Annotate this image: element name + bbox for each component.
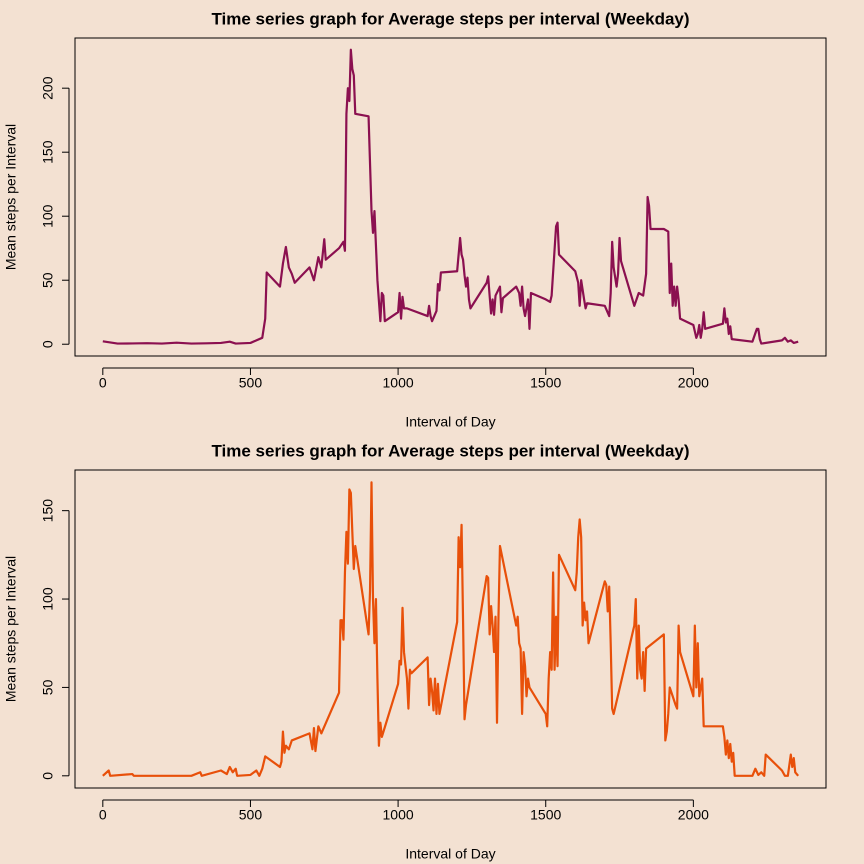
x-tick-label: 2000 [678,375,709,391]
x-axis-label: Interval of Day [405,414,495,430]
plot-box [74,37,827,357]
x-axis-label: Interval of Day [405,846,495,862]
y-tick-label: 0 [40,772,56,780]
x-tick-label: 0 [99,375,107,391]
y-tick-label: 50 [40,272,56,288]
x-tick-label: 1000 [383,807,414,823]
x-tick-label: 2000 [678,807,709,823]
data-line [102,48,799,345]
data-line [102,481,800,777]
y-tick-label: 100 [40,204,56,228]
x-tick-label: 0 [99,807,107,823]
x-tick-label: 500 [239,375,263,391]
x-tick-label: 1000 [383,375,414,391]
y-tick-label: 0 [40,340,56,348]
y-tick-label: 150 [40,140,56,164]
y-tick-label: 200 [40,76,56,100]
y-axis-label: Mean steps per Interval [3,556,19,702]
plot-box [74,469,827,789]
y-tick-label: 50 [40,679,56,695]
y-tick-label: 100 [40,587,56,611]
chart-title: Time series graph for Average steps per … [211,441,689,460]
chart-title: Time series graph for Average steps per … [211,9,689,28]
x-tick-label: 500 [239,807,263,823]
y-tick-label: 150 [40,499,56,523]
x-tick-label: 1500 [530,375,561,391]
x-tick-label: 1500 [530,807,561,823]
y-axis-label: Mean steps per Interval [3,124,19,270]
